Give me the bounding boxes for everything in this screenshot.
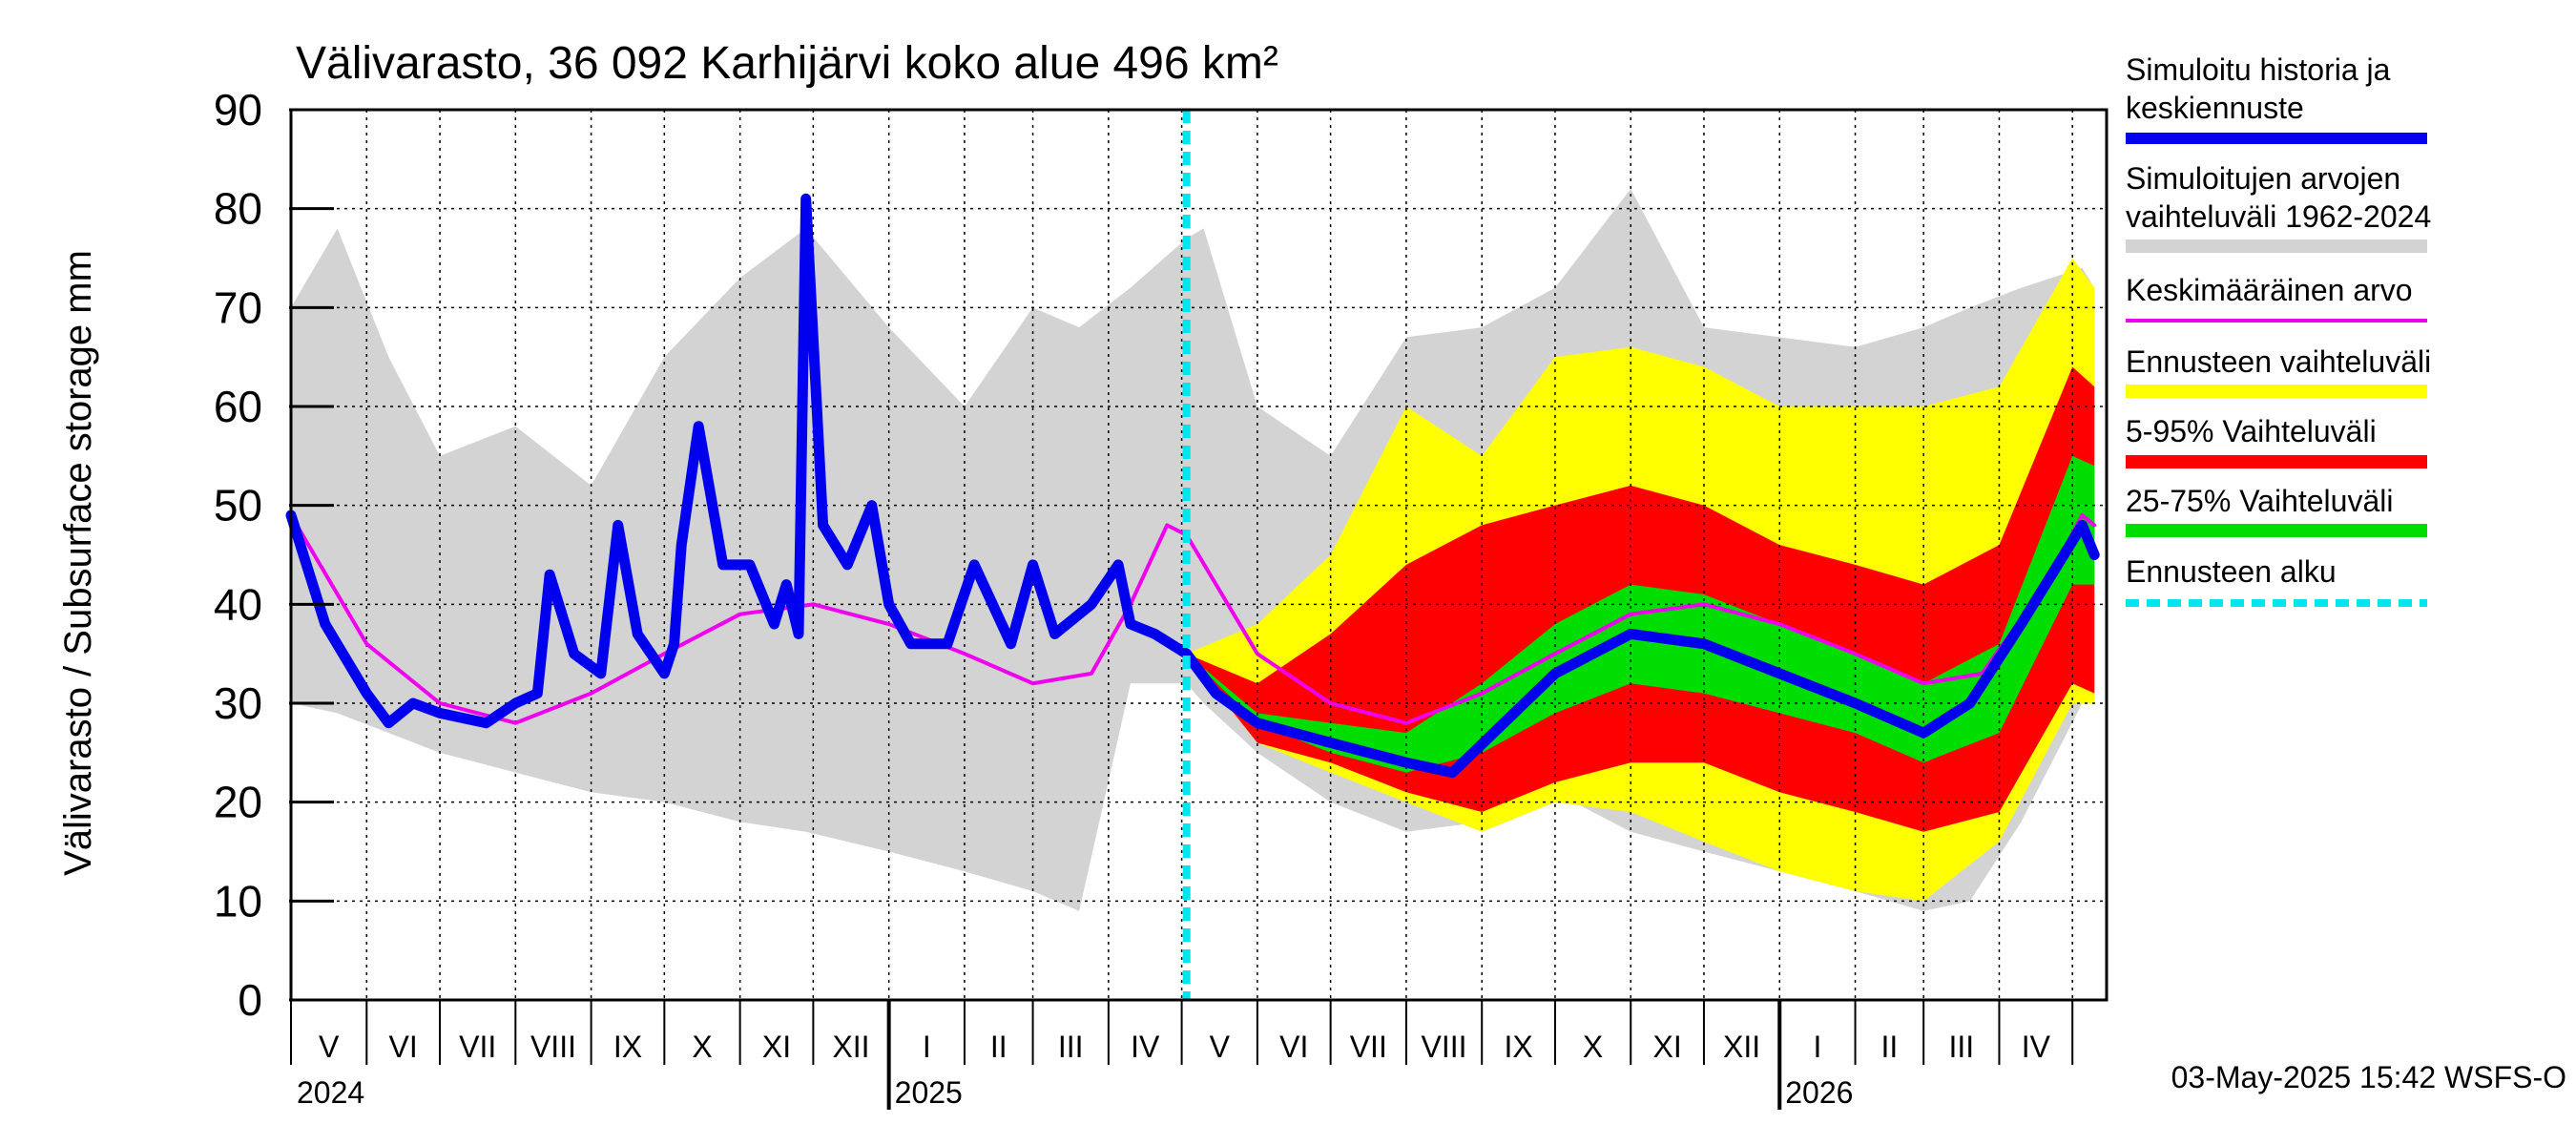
y-tick-label-0: 0 — [238, 975, 262, 1025]
legend-item-hist_range: Simuloitujen arvojen vaihteluväli 1962-20… — [2126, 161, 2431, 253]
month-label-3: VIII — [530, 1030, 576, 1064]
y-tick-label-3: 30 — [214, 678, 262, 728]
month-label-21: II — [1880, 1030, 1898, 1064]
legend-item-forecast_range: Ennusteen vaihteluväli — [2126, 344, 2431, 398]
y-tick-label-1: 10 — [214, 876, 262, 926]
month-label-16: IX — [1504, 1030, 1532, 1064]
legend-label-mean: Keskimääräinen arvo — [2126, 273, 2413, 307]
month-label-13: VI — [1279, 1030, 1308, 1064]
month-label-2: VII — [459, 1030, 496, 1064]
legend-label-forecast_range: Ennusteen vaihteluväli — [2126, 344, 2431, 379]
plot-frame — [289, 108, 2109, 1002]
legend-item-p25_75: 25-75% Vaihteluväli — [2126, 484, 2427, 537]
month-label-12: V — [1210, 1030, 1231, 1064]
month-label-7: XII — [832, 1030, 869, 1064]
y-tick-label-2: 20 — [214, 778, 262, 827]
timestamp-footer: 03-May-2025 15:42 WSFS-O — [2171, 1060, 2566, 1094]
chart-title: Välivarasto, 36 092 Karhijärvi koko alue… — [296, 38, 1278, 89]
year-label-1: 2025 — [895, 1075, 963, 1110]
y-axis-label: Välivarasto / Subsurface storage mm — [57, 250, 99, 876]
month-label-15: VIII — [1422, 1030, 1467, 1064]
month-label-9: II — [990, 1030, 1008, 1064]
legend-label-p5_95: 5-95% Vaihteluväli — [2126, 414, 2377, 448]
legend: Simuloitu historia ja keskiennuste Simuloi… — [2126, 52, 2431, 607]
month-label-23: IV — [2022, 1030, 2051, 1064]
y-tick-label-6: 60 — [214, 382, 262, 431]
month-label-14: VII — [1350, 1030, 1387, 1064]
month-label-20: I — [1813, 1030, 1821, 1064]
year-label-0: 2024 — [297, 1075, 364, 1110]
legend-label-p25_75: 25-75% Vaihteluväli — [2126, 484, 2393, 518]
month-label-18: XI — [1652, 1030, 1681, 1064]
month-label-6: XI — [762, 1030, 791, 1064]
y-tick-label-5: 50 — [214, 481, 262, 531]
month-label-11: IV — [1131, 1030, 1160, 1064]
year-label-2: 2026 — [1785, 1075, 1853, 1110]
legend-item-p5_95: 5-95% Vaihteluväli — [2126, 414, 2427, 468]
month-label-5: X — [692, 1030, 712, 1064]
grid-layer — [291, 110, 2107, 1000]
month-label-17: X — [1583, 1030, 1603, 1064]
month-label-0: V — [319, 1030, 340, 1064]
legend-label-simulated: Simuloitu historia ja keskiennuste — [2126, 52, 2391, 125]
legend-item-mean: Keskimääräinen arvo — [2126, 273, 2427, 323]
legend-label-forecast_start: Ennusteen alku — [2126, 554, 2337, 589]
legend-label-hist_range: Simuloitujen arvojen vaihteluväli 1962-20… — [2126, 161, 2431, 234]
legend-item-simulated: Simuloitu historia ja keskiennuste — [2126, 52, 2427, 144]
legend-item-forecast_start: Ennusteen alku — [2126, 554, 2427, 607]
y-tick-label-8: 80 — [214, 184, 262, 234]
month-label-1: VI — [389, 1030, 418, 1064]
month-label-19: XII — [1723, 1030, 1760, 1064]
month-label-10: III — [1058, 1030, 1084, 1064]
month-label-22: III — [1948, 1030, 1974, 1064]
y-tick-label-4: 40 — [214, 579, 262, 629]
axis-layer: V VI VII VIII IX X XI XII I II III IV V VI VII VIII IX X X… — [214, 85, 2074, 1110]
month-label-8: I — [923, 1030, 931, 1064]
y-tick-label-9: 90 — [214, 85, 262, 135]
simulated-line — [285, 193, 2100, 779]
month-label-4: IX — [613, 1030, 642, 1064]
y-tick-label-7: 70 — [214, 282, 262, 332]
